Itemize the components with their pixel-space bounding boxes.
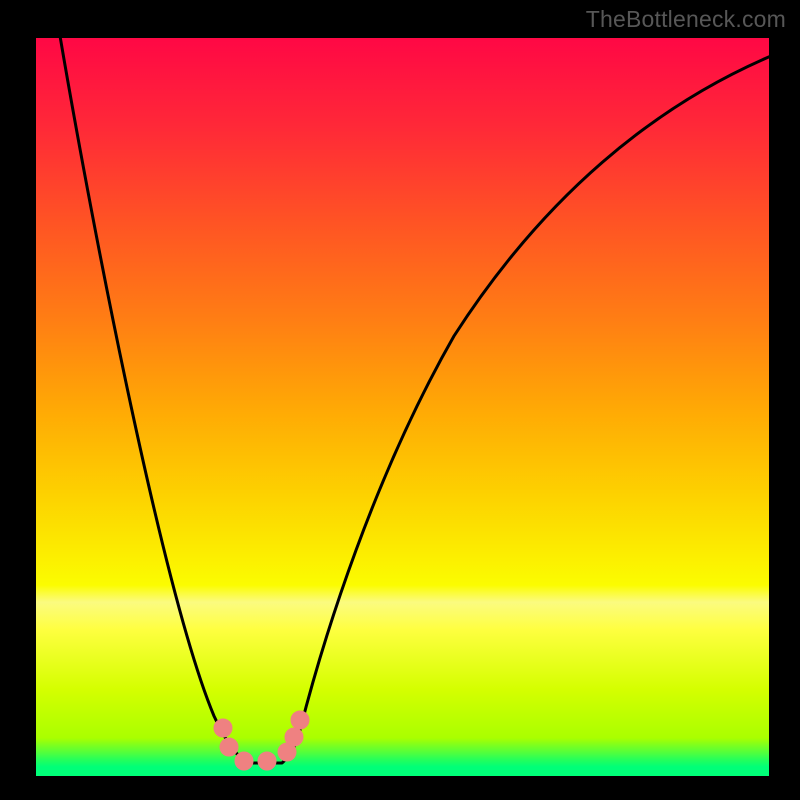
marker-dot (258, 752, 276, 770)
curve-layer (34, 36, 771, 778)
watermark-text: TheBottleneck.com (586, 6, 786, 33)
bottleneck-curve (60, 36, 771, 763)
marker-dot (285, 728, 303, 746)
marker-dot (235, 752, 253, 770)
chart-plot-area (34, 36, 771, 778)
marker-dot (214, 719, 232, 737)
marker-dot (291, 711, 309, 729)
canvas: TheBottleneck.com (0, 0, 800, 800)
curve-markers (214, 711, 309, 770)
marker-dot (220, 738, 238, 756)
